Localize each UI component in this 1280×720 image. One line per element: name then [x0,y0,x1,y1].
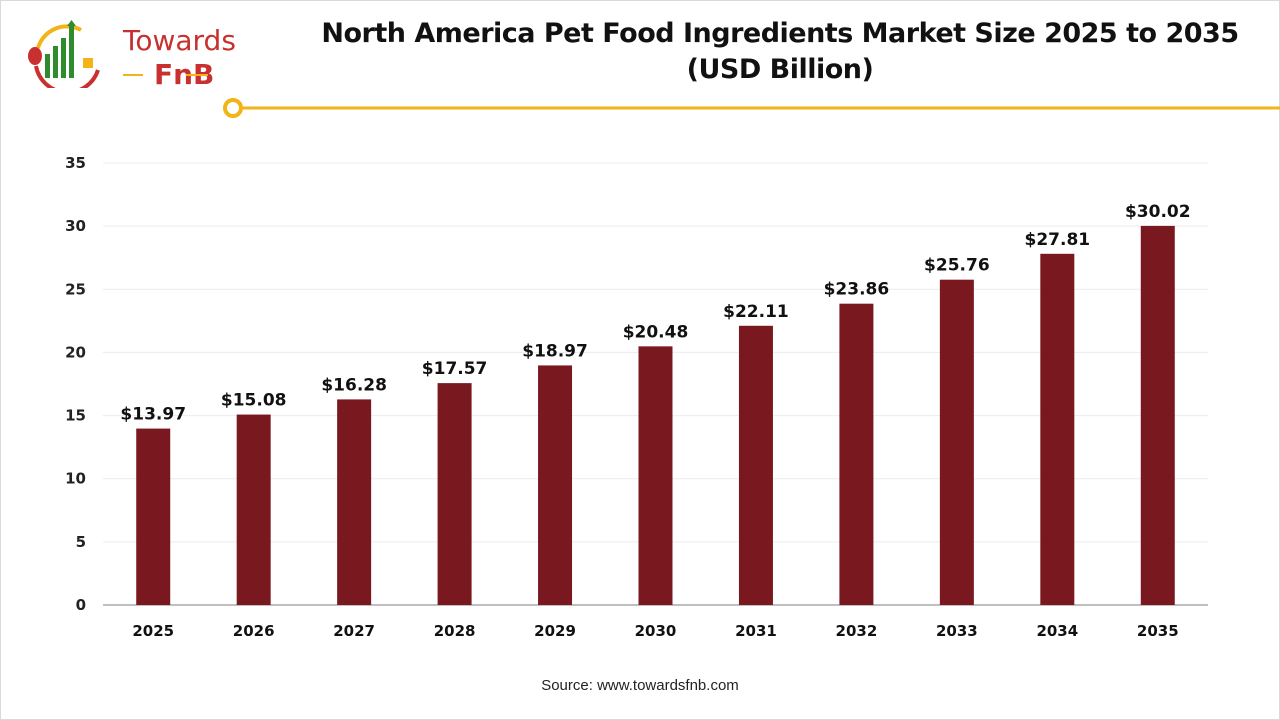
x-tick-label: 2033 [936,622,978,640]
data-label: $30.02 [1125,202,1191,222]
bar-2035 [1140,225,1175,605]
data-label: $20.48 [623,322,689,342]
chart-title-line2: (USD Billion) [686,54,874,85]
data-label: $27.81 [1025,230,1091,250]
x-tick-label: 2027 [333,622,375,640]
x-tick-label: 2031 [735,622,777,640]
data-label: $25.76 [924,256,990,276]
bar-2031 [738,325,773,605]
y-tick-label: 0 [76,596,86,614]
logo-text-towards: Towards [123,24,236,57]
source-note: Source: www.towardsfnb.com [541,677,739,694]
bar-2029 [538,365,573,605]
x-tick-label: 2029 [534,622,576,640]
chart-title-line1: North America Pet Food Ingredients Marke… [321,18,1239,49]
data-label: $18.97 [522,341,588,361]
data-label: $23.86 [824,280,890,300]
x-tick-label: 2032 [836,622,878,640]
bar-2032 [839,303,874,605]
title-underline [223,98,1280,118]
x-tick-label: 2025 [132,622,174,640]
bar-2026 [236,414,271,605]
data-label: $15.08 [221,391,287,411]
y-tick-label: 30 [65,217,86,235]
bar-2027 [337,399,372,605]
y-tick-label: 25 [65,280,86,298]
bar-2028 [437,383,472,605]
logo-dash-right [186,74,208,76]
x-tick-label: 2028 [434,622,476,640]
data-label: $13.97 [120,405,186,425]
data-label: $16.28 [321,375,387,395]
y-tick-label: 5 [76,533,86,551]
bar-2030 [638,346,673,605]
bar-2033 [939,279,974,605]
data-label: $22.11 [723,302,789,322]
x-tick-label: 2035 [1137,622,1179,640]
x-tick-label: 2030 [635,622,677,640]
towards-fnb-logo: Towards FnB [26,18,236,91]
y-tick-label: 15 [65,407,86,425]
x-tick-label: 2034 [1036,622,1078,640]
y-tick-label: 20 [65,343,86,361]
x-tick-label: 2026 [233,622,275,640]
logo-dash-left [123,74,143,76]
bar-2034 [1040,253,1075,605]
bar-2025 [136,428,171,605]
y-tick-label: 10 [65,470,86,488]
logo-icon [28,20,100,88]
data-label: $17.57 [422,359,488,379]
chart-title: North America Pet Food Ingredients Marke… [280,16,1280,88]
y-tick-label: 35 [65,154,86,172]
